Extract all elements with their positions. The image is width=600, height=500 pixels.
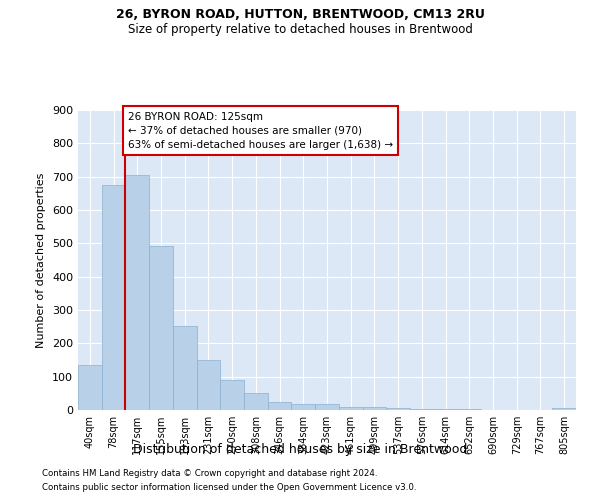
Bar [220, 380, 244, 410]
Text: Contains public sector information licensed under the Open Government Licence v3: Contains public sector information licen… [42, 484, 416, 492]
Text: 26 BYRON ROAD: 125sqm
← 37% of detached houses are smaller (970)
63% of semi-det: 26 BYRON ROAD: 125sqm ← 37% of detached … [128, 112, 393, 150]
Bar [78, 365, 102, 410]
Bar [173, 326, 197, 410]
Bar [268, 402, 292, 410]
Bar [315, 404, 339, 410]
Bar [386, 408, 410, 410]
Bar [244, 392, 268, 410]
Text: Distribution of detached houses by size in Brentwood: Distribution of detached houses by size … [133, 442, 467, 456]
Text: 26, BYRON ROAD, HUTTON, BRENTWOOD, CM13 2RU: 26, BYRON ROAD, HUTTON, BRENTWOOD, CM13 … [116, 8, 484, 20]
Bar [149, 246, 173, 410]
Text: Contains HM Land Registry data © Crown copyright and database right 2024.: Contains HM Land Registry data © Crown c… [42, 468, 377, 477]
Bar [197, 360, 220, 410]
Bar [292, 404, 315, 410]
Bar [552, 408, 576, 410]
Bar [102, 185, 125, 410]
Y-axis label: Number of detached properties: Number of detached properties [37, 172, 46, 348]
Bar [362, 408, 386, 410]
Bar [125, 175, 149, 410]
Text: Size of property relative to detached houses in Brentwood: Size of property relative to detached ho… [128, 22, 472, 36]
Bar [339, 406, 362, 410]
Bar [410, 409, 434, 410]
